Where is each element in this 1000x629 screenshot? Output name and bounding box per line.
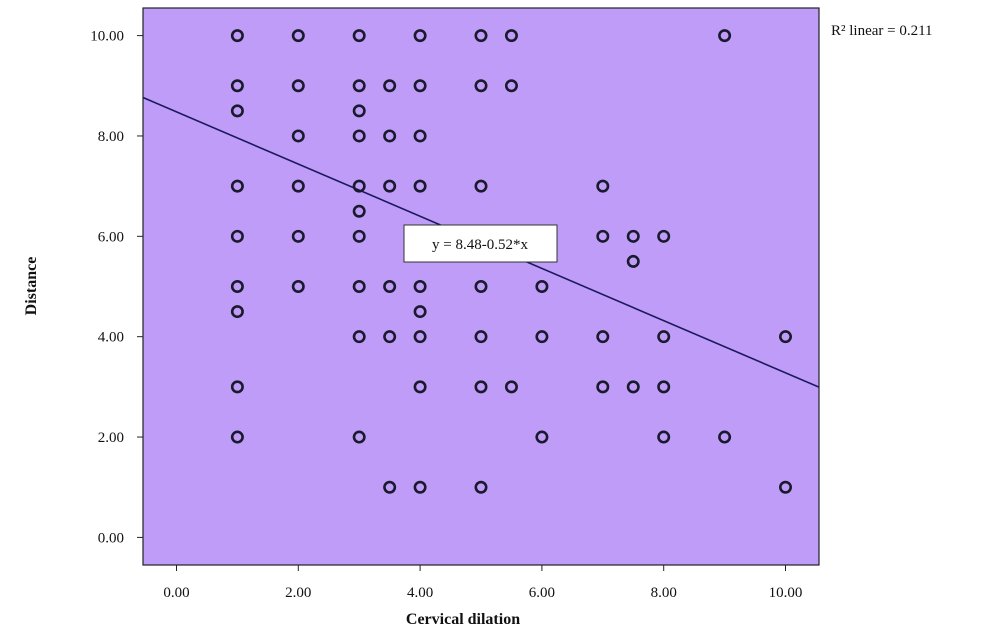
data-point — [291, 29, 305, 43]
data-point — [657, 380, 671, 394]
data-point — [535, 430, 549, 444]
data-point — [413, 129, 427, 143]
data-point — [626, 229, 640, 243]
data-point — [352, 104, 366, 118]
data-point — [230, 104, 244, 118]
data-point — [504, 79, 518, 93]
data-point — [291, 229, 305, 243]
x-tick-label: 2.00 — [285, 585, 311, 601]
data-points — [230, 29, 793, 494]
x-tick-label: 0.00 — [163, 585, 189, 601]
data-point — [779, 480, 793, 494]
data-point — [413, 29, 427, 43]
data-point — [352, 204, 366, 218]
x-tick-label: 4.00 — [407, 585, 433, 601]
data-point — [383, 179, 397, 193]
data-point — [474, 380, 488, 394]
data-point — [352, 179, 366, 193]
data-point — [535, 330, 549, 344]
fit-equation-label: y = 8.48-0.52*x — [432, 237, 528, 253]
data-point — [504, 380, 518, 394]
data-point — [230, 305, 244, 319]
data-point — [535, 279, 549, 293]
data-point — [413, 480, 427, 494]
y-tick-label: 10.00 — [90, 29, 124, 45]
data-point — [383, 79, 397, 93]
data-point — [230, 79, 244, 93]
y-tick-label: 0.00 — [98, 530, 124, 546]
y-tick-label: 2.00 — [98, 430, 124, 446]
data-point — [352, 430, 366, 444]
data-point — [657, 430, 671, 444]
data-point — [352, 330, 366, 344]
plot-area — [142, 7, 820, 566]
data-point — [230, 430, 244, 444]
data-point — [504, 29, 518, 43]
x-axis-title: Cervical dilation — [406, 611, 520, 628]
data-point — [383, 279, 397, 293]
data-point — [474, 179, 488, 193]
data-point — [230, 380, 244, 394]
data-point — [352, 229, 366, 243]
data-point — [596, 179, 610, 193]
r-squared-label: R² linear = 0.211 — [831, 23, 933, 39]
data-point — [413, 279, 427, 293]
data-point — [413, 330, 427, 344]
data-point — [718, 430, 732, 444]
data-point — [474, 29, 488, 43]
data-point — [626, 380, 640, 394]
data-point — [383, 480, 397, 494]
data-point — [413, 380, 427, 394]
data-point — [596, 229, 610, 243]
data-point — [352, 79, 366, 93]
data-point — [626, 254, 640, 268]
y-axis-title: Distance — [23, 257, 40, 316]
data-point — [413, 305, 427, 319]
data-point — [291, 79, 305, 93]
data-point — [718, 29, 732, 43]
y-axis: 0.00 2.00 4.00 6.00 8.00 10.00 — [90, 29, 143, 546]
data-point — [291, 129, 305, 143]
data-point — [596, 380, 610, 394]
data-point — [383, 129, 397, 143]
data-point — [383, 330, 397, 344]
data-point — [657, 330, 671, 344]
data-point — [474, 480, 488, 494]
x-tick-label: 8.00 — [651, 585, 677, 601]
data-point — [291, 179, 305, 193]
data-point — [474, 279, 488, 293]
x-tick-label: 10.00 — [769, 585, 803, 601]
data-point — [352, 279, 366, 293]
fit-equation-background — [403, 224, 558, 263]
data-point — [230, 229, 244, 243]
x-tick-label: 6.00 — [529, 585, 555, 601]
data-point — [352, 29, 366, 43]
data-point — [413, 179, 427, 193]
y-tick-label: 8.00 — [98, 129, 124, 145]
y-tick-label: 6.00 — [98, 229, 124, 245]
data-point — [779, 330, 793, 344]
data-point — [352, 129, 366, 143]
x-axis: 0.00 2.00 4.00 6.00 8.00 10.00 — [163, 565, 802, 601]
data-point — [291, 279, 305, 293]
data-point — [474, 79, 488, 93]
fit-equation-box: y = 8.48-0.52*x — [403, 224, 558, 263]
data-point — [230, 279, 244, 293]
data-point — [474, 330, 488, 344]
data-point — [657, 229, 671, 243]
data-point — [413, 79, 427, 93]
y-tick-label: 4.00 — [98, 330, 124, 346]
data-point — [230, 179, 244, 193]
data-point — [230, 29, 244, 43]
data-point — [596, 330, 610, 344]
